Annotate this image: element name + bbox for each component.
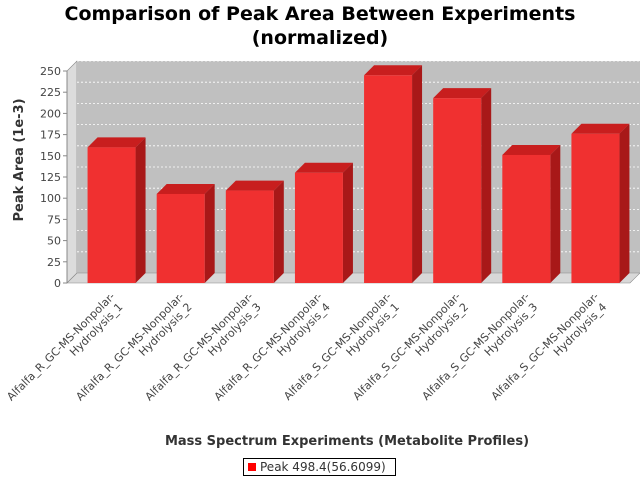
bar-top-face [571, 123, 630, 134]
bar [571, 123, 630, 283]
x-tick-label: Alfalfa_R_GC-MS-Nonpolar-Hydrolysis_1 [4, 290, 127, 413]
bar [294, 162, 353, 283]
bar [225, 180, 284, 283]
bar-front-face [364, 75, 413, 284]
x-axis: Alfalfa_R_GC-MS-Nonpolar-Hydrolysis_1Alf… [4, 290, 609, 413]
bar-front-face [294, 172, 343, 283]
chart-title: Comparison of Peak Area Between Experime… [0, 2, 640, 50]
x-tick-label-line: Alfalfa_R_GC-MS-Nonpolar- [4, 290, 117, 403]
bar [433, 88, 492, 283]
bar-top-face [87, 137, 146, 148]
y-axis-label: Peak Area (1e-3) [12, 98, 27, 221]
bar-side-face [550, 144, 561, 283]
chart-title-line-2: (normalized) [251, 27, 389, 49]
y-tick-label: 25 [47, 256, 61, 269]
chart-title-line-1: Comparison of Peak Area Between Experime… [64, 3, 576, 25]
y-tick-label: 75 [47, 213, 61, 226]
bar-front-face [502, 154, 551, 283]
y-tick-label: 175 [40, 129, 61, 142]
bar [87, 137, 146, 283]
bar-side-face [204, 183, 215, 283]
bar-front-face [433, 98, 482, 283]
y-tick-label: 225 [40, 86, 61, 99]
bar-front-face [87, 147, 136, 283]
bar-front-face [225, 190, 274, 283]
y-tick-label: 100 [40, 192, 61, 205]
bar-side-face [342, 162, 353, 283]
legend-swatch [248, 463, 256, 471]
legend: Peak 498.4(56.6099) [243, 458, 396, 476]
y-tick-label: 250 [40, 65, 61, 78]
bar-top-face [294, 162, 353, 173]
bar-side-face [619, 123, 630, 283]
legend-label: Peak 498.4(56.6099) [260, 460, 386, 474]
bar-front-face [571, 133, 620, 283]
bar-side-face [135, 137, 146, 283]
bar [156, 183, 215, 283]
bars [87, 65, 630, 284]
y-tick-label: 125 [40, 171, 61, 184]
plot-left-wall [66, 60, 78, 284]
y-tick-label: 50 [47, 235, 61, 248]
y-tick-label: 0 [54, 277, 61, 290]
bar-side-face [481, 88, 492, 283]
bar [502, 144, 561, 283]
bar [364, 65, 423, 284]
bar-side-face [412, 65, 423, 284]
y-tick-label: 150 [40, 150, 61, 163]
bar-front-face [156, 193, 205, 283]
bar-top-face [433, 88, 492, 99]
bar-top-face [502, 144, 561, 155]
y-tick-label: 200 [40, 107, 61, 120]
bar-top-face [156, 183, 215, 194]
y-axis: 0 25 50 75 100 125 150 175 200 225 250 [40, 65, 68, 290]
bar-top-face [364, 65, 423, 76]
bar-top-face [225, 180, 284, 191]
x-axis-label: Mass Spectrum Experiments (Metabolite Pr… [165, 434, 529, 449]
bar-side-face [273, 180, 284, 283]
